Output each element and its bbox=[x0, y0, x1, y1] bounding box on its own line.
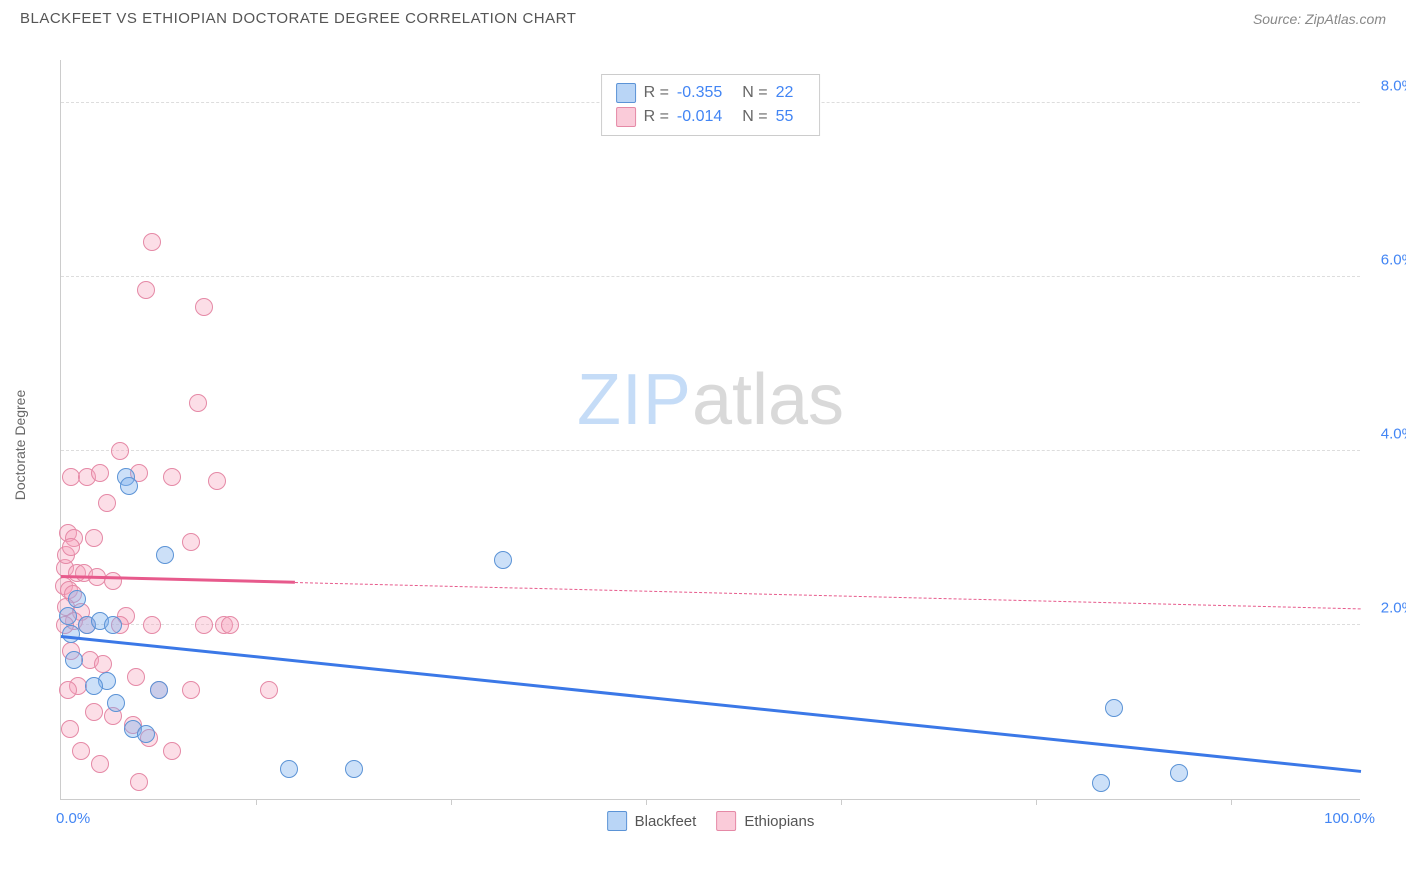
data-point bbox=[143, 616, 161, 634]
xtick-label: 100.0% bbox=[1324, 810, 1375, 827]
legend-label: Ethiopians bbox=[744, 813, 814, 830]
plot-area: ZIPatlas R = -0.355 N = 22 R = -0.014 N … bbox=[60, 60, 1360, 800]
data-point bbox=[127, 668, 145, 686]
ytick-label: 4.0% bbox=[1381, 425, 1406, 442]
trendline-solid bbox=[61, 635, 1361, 772]
legend-item-ethiopians: Ethiopians bbox=[716, 811, 814, 831]
data-point bbox=[182, 681, 200, 699]
r-value-ethiopians: -0.014 bbox=[677, 108, 722, 126]
xtick-mark bbox=[1231, 799, 1232, 805]
data-point bbox=[208, 472, 226, 490]
data-point bbox=[182, 533, 200, 551]
data-point bbox=[195, 616, 213, 634]
data-point bbox=[98, 494, 116, 512]
data-point bbox=[62, 538, 80, 556]
data-point bbox=[156, 546, 174, 564]
data-point bbox=[1105, 699, 1123, 717]
data-point bbox=[61, 720, 79, 738]
data-point bbox=[85, 703, 103, 721]
data-point bbox=[65, 651, 83, 669]
data-point bbox=[85, 677, 103, 695]
data-point bbox=[189, 394, 207, 412]
xtick-mark bbox=[1036, 799, 1037, 805]
data-point bbox=[163, 468, 181, 486]
watermark-zip: ZIP bbox=[577, 360, 692, 440]
swatch-pink-icon bbox=[616, 107, 636, 127]
data-point bbox=[130, 773, 148, 791]
xtick-mark bbox=[451, 799, 452, 805]
data-point bbox=[345, 760, 363, 778]
xtick-mark bbox=[841, 799, 842, 805]
data-point bbox=[280, 760, 298, 778]
xtick-mark bbox=[256, 799, 257, 805]
chart-source: Source: ZipAtlas.com bbox=[1253, 11, 1386, 27]
data-point bbox=[494, 551, 512, 569]
data-point bbox=[137, 725, 155, 743]
swatch-pink-icon bbox=[716, 811, 736, 831]
xtick-mark bbox=[646, 799, 647, 805]
chart-container: Doctorate Degree ZIPatlas R = -0.355 N =… bbox=[50, 45, 1386, 845]
data-point bbox=[72, 742, 90, 760]
data-point bbox=[104, 616, 122, 634]
ytick-label: 8.0% bbox=[1381, 77, 1406, 94]
swatch-blue-icon bbox=[616, 83, 636, 103]
data-point bbox=[260, 681, 278, 699]
r-label: R = bbox=[644, 108, 669, 126]
data-point bbox=[104, 572, 122, 590]
legend-row-ethiopians: R = -0.014 N = 55 bbox=[616, 105, 806, 129]
r-value-blackfeet: -0.355 bbox=[677, 84, 722, 102]
data-point bbox=[1092, 774, 1110, 792]
legend-label: Blackfeet bbox=[635, 813, 697, 830]
n-value-blackfeet: 22 bbox=[776, 84, 794, 102]
watermark: ZIPatlas bbox=[577, 359, 844, 441]
swatch-blue-icon bbox=[607, 811, 627, 831]
data-point bbox=[221, 616, 239, 634]
y-axis-label: Doctorate Degree bbox=[12, 390, 28, 501]
gridline bbox=[61, 624, 1360, 625]
data-point bbox=[195, 298, 213, 316]
watermark-atlas: atlas bbox=[692, 360, 844, 440]
data-point bbox=[85, 529, 103, 547]
n-label: N = bbox=[742, 108, 767, 126]
series-legend: Blackfeet Ethiopians bbox=[607, 811, 815, 831]
data-point bbox=[91, 464, 109, 482]
data-point bbox=[143, 233, 161, 251]
xtick-label: 0.0% bbox=[56, 810, 90, 827]
ytick-label: 6.0% bbox=[1381, 251, 1406, 268]
n-label: N = bbox=[742, 84, 767, 102]
data-point bbox=[150, 681, 168, 699]
chart-title: BLACKFEET VS ETHIOPIAN DOCTORATE DEGREE … bbox=[20, 10, 576, 27]
legend-item-blackfeet: Blackfeet bbox=[607, 811, 697, 831]
data-point bbox=[94, 655, 112, 673]
ytick-label: 2.0% bbox=[1381, 599, 1406, 616]
n-value-ethiopians: 55 bbox=[776, 108, 794, 126]
r-label: R = bbox=[644, 84, 669, 102]
data-point bbox=[163, 742, 181, 760]
data-point bbox=[107, 694, 125, 712]
legend-row-blackfeet: R = -0.355 N = 22 bbox=[616, 81, 806, 105]
gridline bbox=[61, 276, 1360, 277]
data-point bbox=[68, 590, 86, 608]
gridline bbox=[61, 450, 1360, 451]
data-point bbox=[59, 681, 77, 699]
data-point bbox=[111, 442, 129, 460]
correlation-legend: R = -0.355 N = 22 R = -0.014 N = 55 bbox=[601, 74, 821, 136]
data-point bbox=[59, 607, 77, 625]
data-point bbox=[137, 281, 155, 299]
trendline-dashed bbox=[295, 582, 1361, 609]
data-point bbox=[1170, 764, 1188, 782]
data-point bbox=[120, 477, 138, 495]
data-point bbox=[91, 755, 109, 773]
